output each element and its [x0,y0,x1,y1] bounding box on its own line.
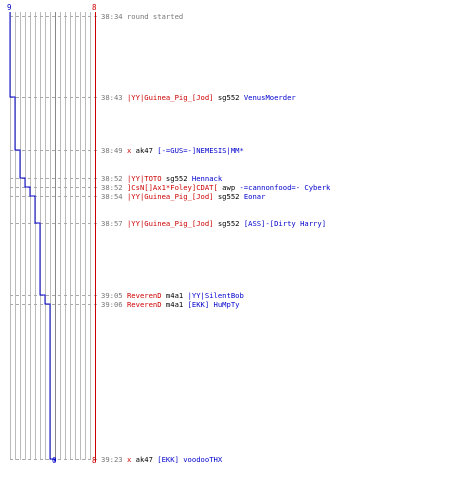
bottom-red-count: 8 [92,456,97,465]
player-count-graph [9,12,100,462]
event-time: 38:49 [101,146,123,155]
top-red-count: 8 [92,3,97,12]
event-killer: x [126,455,132,464]
event-row: 39:05 ReverenD m4a1 |YY|SilentBob [101,291,244,300]
event-row: 39:06 ReverenD m4a1 [EKK] HuMpTy [101,300,240,309]
event-weapon: m4a1 [165,291,184,300]
event-victim: [ASS]-[Dirty Harry] [243,219,327,228]
event-killer: ]CsN[]Ax1*Foley]CDAT[ [126,183,218,192]
event-row: 38:43 |YY|Guinea_Pig_[Jod] sg552 VenusMo… [101,93,296,102]
event-time: 38:57 [101,219,123,228]
event-weapon: sg552 [165,174,188,183]
event-victim: [EKK] HuMpTy [187,300,240,309]
event-victim: -=cannonfood=- Cyberk [239,183,331,192]
event-row: 39:23 x ak47 [EKK] voodooTHX [101,455,222,464]
event-time: 38:34 [101,12,123,21]
event-row: 38:52 ]CsN[]Ax1*Foley]CDAT[ awp -=cannon… [101,183,330,192]
event-row: 38:34 round started [101,12,183,21]
event-weapon: sg552 [217,192,240,201]
event-victim: Eonar [243,192,266,201]
event-victim: [-=GUS=-]NEMESIS|MM* [157,146,244,155]
event-killer: |YY|Guinea_Pig_[Jod] [126,219,214,228]
event-time: 38:54 [101,192,123,201]
event-weapon: ak47 [135,146,153,155]
event-time: 39:06 [101,300,123,309]
event-victim: |YY|SilentBob [187,291,244,300]
event-weapon: ak47 [135,455,153,464]
event-weapon: sg552 [217,93,240,102]
event-weapon: awp [222,183,236,192]
top-blue-count: 9 [7,3,12,12]
event-row: 38:57 |YY|Guinea_Pig_[Jod] sg552 [ASS]-[… [101,219,326,228]
event-weapon: m4a1 [165,300,184,309]
event-killer: |YY|Guinea_Pig_[Jod] [126,192,214,201]
event-row: 38:54 |YY|Guinea_Pig_[Jod] sg552 Eonar [101,192,265,201]
event-weapon: sg552 [217,219,240,228]
event-time: 38:52 [101,183,123,192]
blue-team-step-line [9,12,56,462]
bottom-blue-count: 0 [52,456,57,465]
event-killer: |YY|TOTO [126,174,162,183]
event-time: 39:05 [101,291,123,300]
event-killer: |YY|Guinea_Pig_[Jod] [126,93,214,102]
event-time: 38:52 [101,174,123,183]
event-time: 38:43 [101,93,123,102]
event-row: 38:49 x ak47 [-=GUS=-]NEMESIS|MM* [101,146,244,155]
event-note: round started [126,12,184,21]
event-killer: ReverenD [126,300,162,309]
event-row: 38:52 |YY|TOTO sg552 Hennack [101,174,222,183]
event-victim: VenusMoerder [243,93,296,102]
event-killer: ReverenD [126,291,162,300]
event-victim: Hennack [191,174,223,183]
event-killer: x [126,146,132,155]
event-victim: [EKK] voodooTHX [157,455,223,464]
event-time: 39:23 [101,455,123,464]
